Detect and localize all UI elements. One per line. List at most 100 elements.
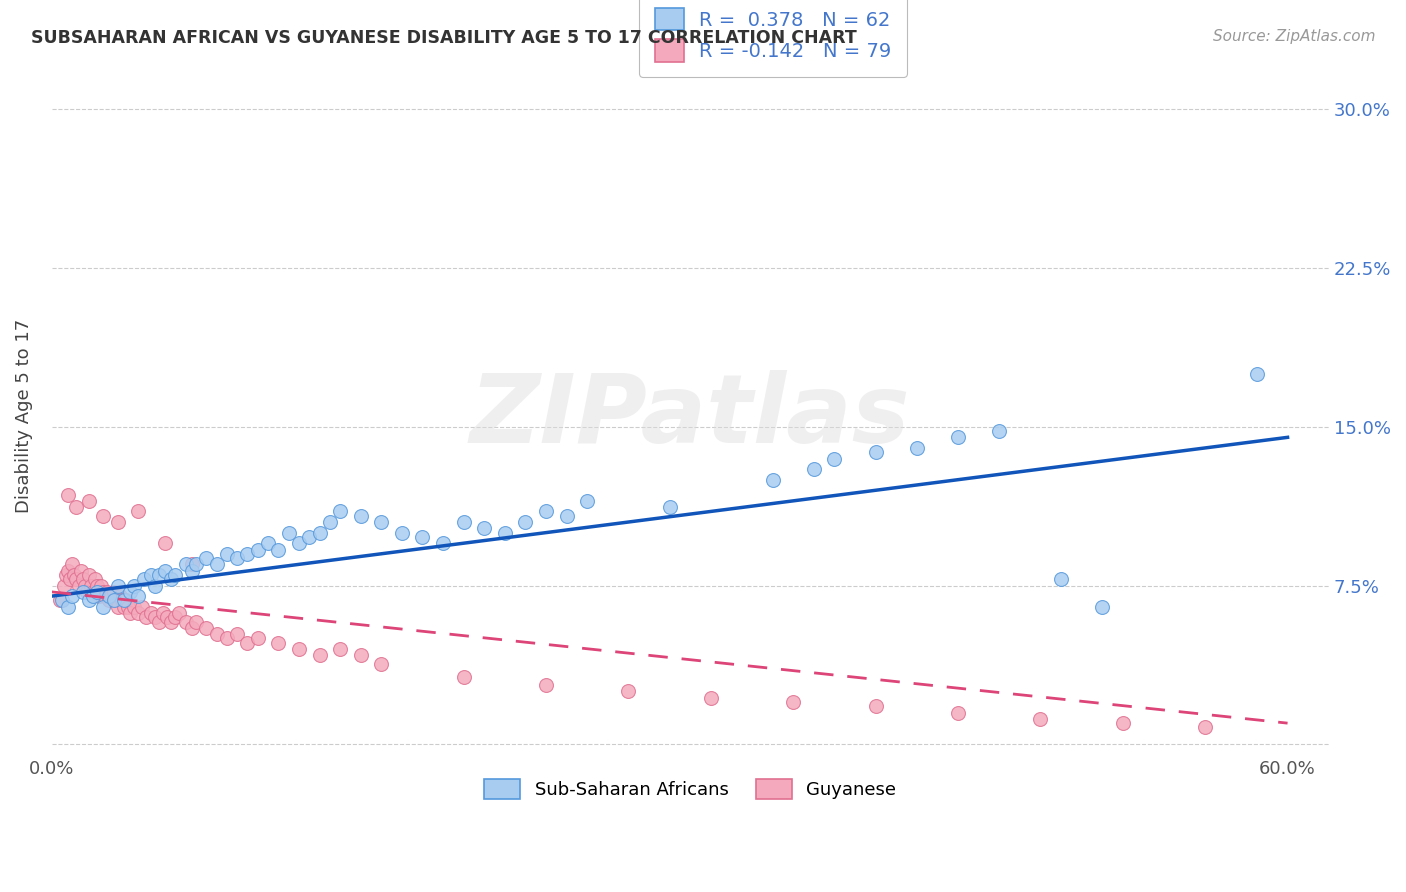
- Point: [100, 589, 122, 603]
- Point: [72, 585, 94, 599]
- Point: [82, 589, 104, 603]
- Point: [195, 551, 218, 566]
- Point: [1050, 572, 1073, 586]
- Point: [86, 578, 108, 592]
- Point: [494, 525, 516, 540]
- Point: [391, 525, 413, 540]
- Point: [135, 610, 157, 624]
- Point: [96, 585, 118, 599]
- Point: [127, 589, 149, 603]
- Point: [576, 493, 599, 508]
- Text: SUBSAHARAN AFRICAN VS GUYANESE DISABILITY AGE 5 TO 17 CORRELATION CHART: SUBSAHARAN AFRICAN VS GUYANESE DISABILIT…: [31, 29, 856, 46]
- Point: [411, 530, 433, 544]
- Point: [174, 558, 197, 572]
- Point: [1246, 367, 1268, 381]
- Point: [118, 585, 141, 599]
- Point: [308, 648, 330, 663]
- Point: [60, 558, 83, 572]
- Point: [215, 632, 238, 646]
- Point: [122, 578, 145, 592]
- Point: [803, 462, 825, 476]
- Point: [77, 568, 100, 582]
- Point: [55, 568, 77, 582]
- Point: [865, 699, 887, 714]
- Point: [555, 508, 578, 523]
- Point: [246, 632, 269, 646]
- Point: [257, 536, 280, 550]
- Point: [98, 589, 121, 603]
- Point: [534, 504, 557, 518]
- Point: [77, 593, 100, 607]
- Point: [195, 621, 218, 635]
- Point: [77, 493, 100, 508]
- Point: [91, 599, 114, 614]
- Point: [277, 525, 299, 540]
- Point: [84, 572, 107, 586]
- Point: [165, 610, 187, 624]
- Point: [148, 615, 170, 629]
- Point: [131, 599, 153, 614]
- Point: [180, 558, 202, 572]
- Point: [143, 610, 166, 624]
- Point: [762, 473, 785, 487]
- Point: [134, 572, 156, 586]
- Point: [184, 615, 207, 629]
- Point: [180, 564, 202, 578]
- Point: [160, 615, 183, 629]
- Point: [112, 599, 135, 614]
- Point: [288, 536, 311, 550]
- Point: [226, 627, 249, 641]
- Point: [617, 684, 640, 698]
- Point: [117, 599, 139, 614]
- Point: [174, 615, 197, 629]
- Point: [1029, 712, 1052, 726]
- Point: [94, 589, 117, 603]
- Point: [152, 606, 174, 620]
- Point: [82, 585, 104, 599]
- Text: Source: ZipAtlas.com: Source: ZipAtlas.com: [1212, 29, 1375, 44]
- Point: [700, 690, 723, 705]
- Point: [905, 441, 928, 455]
- Point: [350, 508, 373, 523]
- Point: [165, 568, 187, 582]
- Point: [1112, 716, 1135, 731]
- Point: [350, 648, 373, 663]
- Point: [453, 669, 475, 683]
- Point: [63, 568, 86, 582]
- Point: [534, 678, 557, 692]
- Point: [86, 585, 108, 599]
- Point: [65, 572, 87, 586]
- Point: [58, 564, 80, 578]
- Point: [127, 606, 149, 620]
- Point: [370, 657, 392, 671]
- Point: [58, 487, 80, 501]
- Point: [215, 547, 238, 561]
- Point: [80, 578, 103, 592]
- Point: [205, 558, 228, 572]
- Point: [226, 551, 249, 566]
- Point: [127, 504, 149, 518]
- Point: [59, 572, 82, 586]
- Point: [49, 593, 72, 607]
- Point: [946, 706, 969, 720]
- Point: [180, 621, 202, 635]
- Point: [107, 599, 129, 614]
- Point: [89, 589, 111, 603]
- Point: [988, 424, 1011, 438]
- Legend: Sub-Saharan Africans, Guyanese: Sub-Saharan Africans, Guyanese: [470, 764, 911, 814]
- Point: [267, 636, 290, 650]
- Point: [156, 610, 179, 624]
- Point: [60, 589, 83, 603]
- Point: [160, 572, 183, 586]
- Point: [205, 627, 228, 641]
- Point: [308, 525, 330, 540]
- Point: [51, 593, 73, 607]
- Point: [53, 578, 76, 592]
- Y-axis label: Disability Age 5 to 17: Disability Age 5 to 17: [15, 319, 32, 513]
- Point: [103, 593, 125, 607]
- Point: [72, 572, 94, 586]
- Point: [73, 578, 96, 592]
- Point: [946, 430, 969, 444]
- Point: [184, 558, 207, 572]
- Point: [76, 585, 98, 599]
